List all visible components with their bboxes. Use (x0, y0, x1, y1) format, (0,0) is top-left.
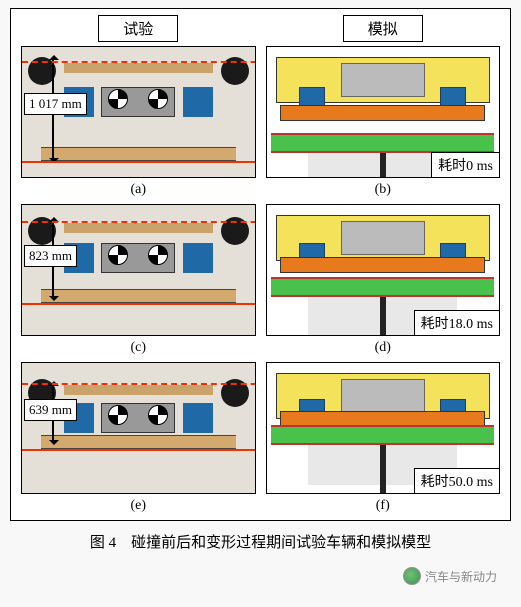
watermark-logo-icon (403, 567, 421, 585)
panel-row-3: 639 mm 耗时50.0 ms (11, 362, 510, 494)
sim-green-bumper (271, 277, 494, 297)
figure-container: 试验 模拟 1 017 mm (10, 8, 511, 521)
header-experiment: 试验 (98, 15, 178, 42)
sim-orange-beam (280, 105, 485, 121)
target-left (108, 89, 128, 109)
header-left-cell: 试验 (21, 15, 256, 42)
dash-red-line (22, 383, 256, 385)
panel-e: 639 mm (21, 362, 256, 494)
caption-d: (d) (266, 340, 501, 356)
header-right-cell: 模拟 (266, 15, 501, 42)
sim-green-bumper (271, 425, 494, 445)
sim-gray-block (341, 379, 425, 413)
sim-gray-block (341, 221, 425, 255)
sim-post (380, 153, 386, 178)
caption-f: (f) (266, 498, 501, 514)
top-beam (64, 223, 213, 233)
sim-post (380, 297, 386, 336)
solid-red-line (22, 449, 256, 451)
bumper-experiment (41, 435, 236, 449)
sim-gray-block (341, 63, 425, 97)
caption-row-1: (a) (b) (11, 178, 510, 204)
top-beam (64, 385, 213, 395)
panel-c: 823 mm (21, 204, 256, 336)
bumper-experiment (41, 289, 236, 303)
figure-caption: 图 4 碰撞前后和变形过程期间试验车辆和模拟模型 (10, 521, 511, 552)
measurement-label: 1 017 mm (24, 93, 87, 115)
dash-red-line (22, 221, 256, 223)
sim-post (380, 445, 386, 494)
caption-a: (a) (21, 182, 256, 198)
sim-green-bumper (271, 133, 494, 153)
header-simulation: 模拟 (343, 15, 423, 42)
caption-c: (c) (21, 340, 256, 356)
measurement-label: 823 mm (24, 245, 77, 267)
bumper-experiment (41, 147, 236, 161)
caption-row-2: (c) (d) (11, 336, 510, 362)
watermark: 汽车与新动力 (403, 567, 497, 585)
column-headers: 试验 模拟 (11, 9, 510, 46)
panel-d: 耗时18.0 ms (266, 204, 501, 336)
sim-orange-beam (280, 257, 485, 273)
time-label: 耗时0 ms (431, 152, 499, 177)
panel-f: 耗时50.0 ms (266, 362, 501, 494)
time-label: 耗时50.0 ms (414, 468, 499, 493)
panel-row-2: 823 mm 耗时18.0 ms (11, 204, 510, 336)
target-left (108, 245, 128, 265)
caption-e: (e) (21, 498, 256, 514)
blue-right (183, 87, 213, 117)
blue-right (183, 243, 213, 273)
time-label: 耗时18.0 ms (414, 310, 499, 335)
caption-row-3: (e) (f) (11, 494, 510, 520)
panel-a: 1 017 mm (21, 46, 256, 178)
watermark-text: 汽车与新动力 (425, 568, 497, 585)
top-beam (64, 63, 213, 73)
panel-b: 耗时0 ms (266, 46, 501, 178)
dash-red-line (22, 61, 256, 63)
measurement-label: 639 mm (24, 399, 77, 421)
solid-red-line (22, 161, 256, 163)
blue-right (183, 403, 213, 433)
panel-row-1: 1 017 mm 耗时0 ms (11, 46, 510, 178)
target-left (108, 405, 128, 425)
caption-b: (b) (266, 182, 501, 198)
solid-red-line (22, 303, 256, 305)
